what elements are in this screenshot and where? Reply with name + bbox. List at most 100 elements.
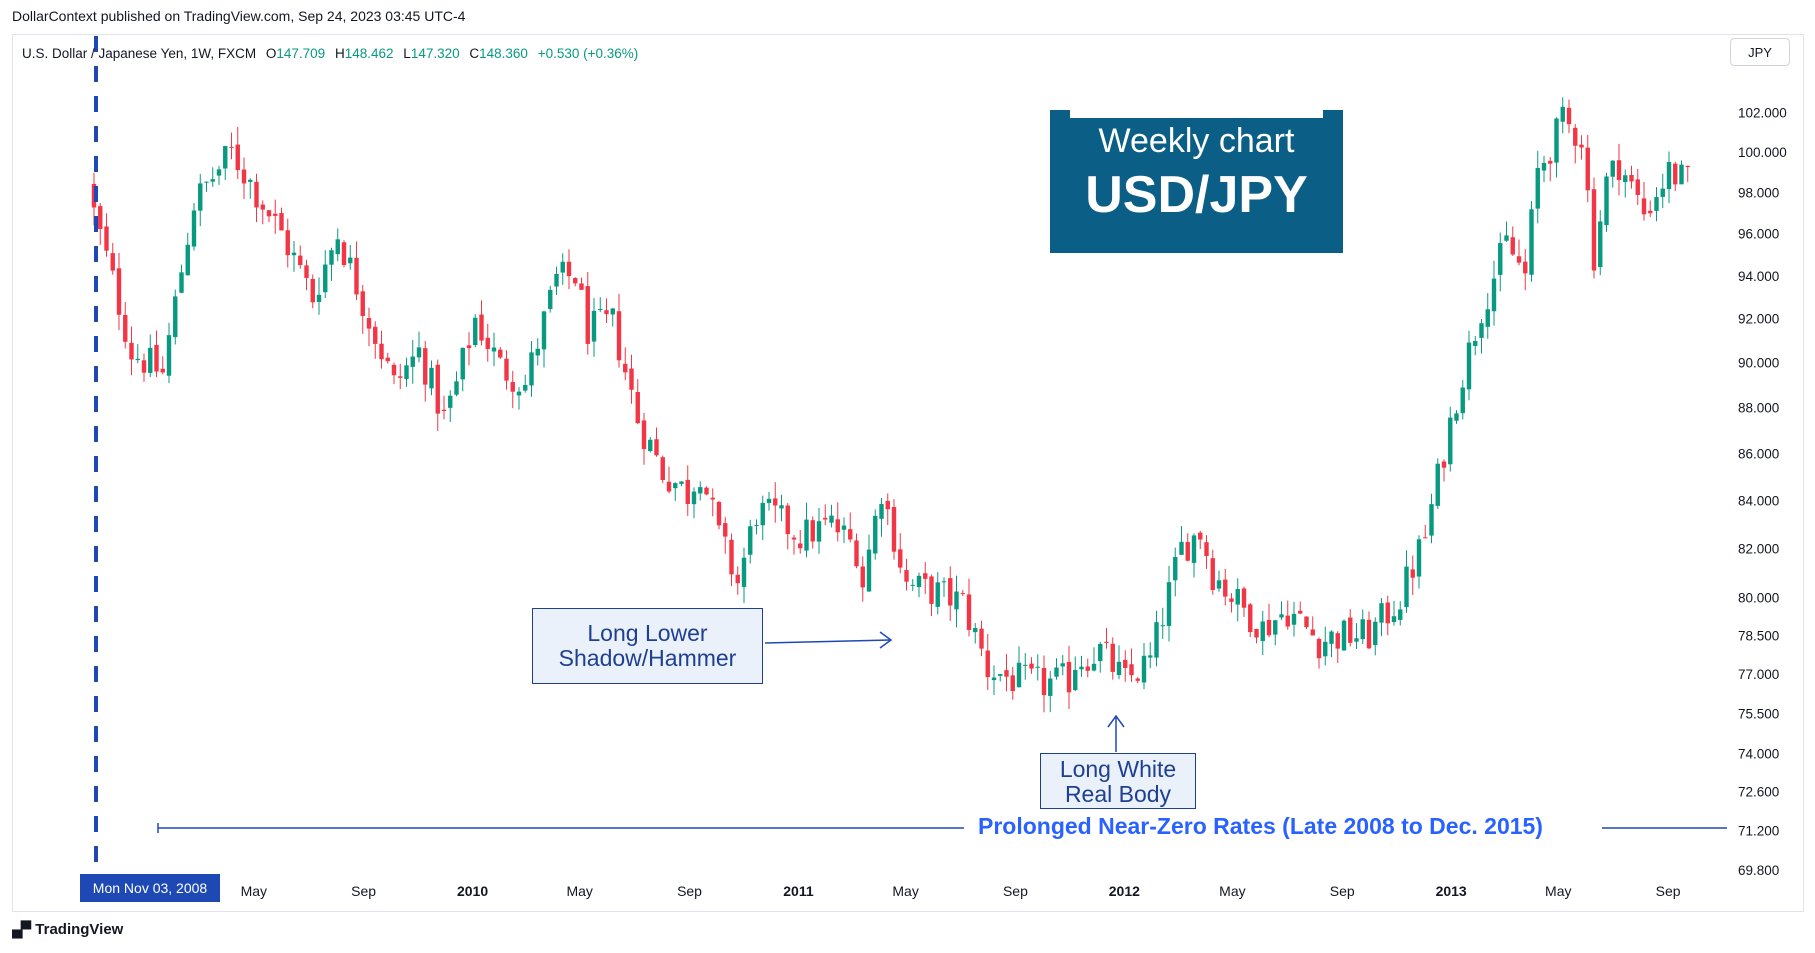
title-box: Weekly chart USD/JPY xyxy=(1050,110,1343,253)
candle-body xyxy=(473,317,478,346)
candle-body xyxy=(910,584,915,586)
candle-body xyxy=(141,360,147,373)
candle-body xyxy=(223,146,228,169)
candle-body xyxy=(591,310,597,342)
candle-body xyxy=(1191,535,1197,563)
candle-body xyxy=(1504,235,1509,241)
candle-body xyxy=(273,213,278,216)
candle-body xyxy=(1560,106,1565,122)
candle-body xyxy=(104,226,109,251)
candle-body xyxy=(1429,504,1434,536)
candle-body xyxy=(398,376,403,378)
candle-body xyxy=(760,502,765,526)
candle-body xyxy=(710,497,715,500)
candle-body xyxy=(791,537,797,540)
candle-body xyxy=(954,591,959,610)
candle-body xyxy=(1066,661,1072,693)
candle-body xyxy=(948,578,953,606)
candle-body xyxy=(998,674,1003,676)
candle-body xyxy=(785,505,790,535)
candle-body xyxy=(1573,127,1578,146)
candle-body xyxy=(1610,160,1615,177)
time-axis: May Sep 2010 May Sep 2011 May Sep 2012 May Sep 2013… xyxy=(241,883,1681,899)
candle-body xyxy=(1435,463,1440,506)
candle-body xyxy=(316,294,322,302)
candle-body xyxy=(829,515,834,523)
candle-body xyxy=(860,566,865,588)
x-tick-label: May xyxy=(1219,883,1245,899)
candle-body xyxy=(241,169,247,184)
currency-button[interactable]: JPY xyxy=(1730,38,1790,66)
tradingview-logo-icon: ▄▀ xyxy=(12,921,31,938)
candle-body xyxy=(1423,537,1428,539)
x-tick-label: Sep xyxy=(677,883,702,899)
price-axis: 102.000 100.000 98.000 96.000 94.000 92.000 90… xyxy=(1738,106,1787,878)
candle-body xyxy=(598,309,603,311)
candle-body xyxy=(1566,107,1572,125)
candle-body xyxy=(1648,210,1653,214)
candle-body xyxy=(616,311,622,361)
rates-period-label: Prolonged Near-Zero Rates (Late 2008 to … xyxy=(970,813,1551,840)
legend-close: 148.360 xyxy=(479,46,528,61)
legend-open: 147.709 xyxy=(276,46,326,61)
candle-body xyxy=(1054,667,1059,677)
candle-body xyxy=(529,352,534,386)
candle-body xyxy=(448,395,453,408)
candle-body xyxy=(1604,176,1609,226)
candle-body xyxy=(1141,655,1147,683)
candle-body xyxy=(491,347,497,352)
candle-body xyxy=(179,272,184,293)
y-tick-label: 75.500 xyxy=(1738,706,1779,721)
candle-body xyxy=(854,540,859,567)
y-tick-label: 90.000 xyxy=(1738,356,1779,371)
candle-body xyxy=(1510,237,1515,255)
candle-body xyxy=(929,576,934,604)
candle-body xyxy=(1398,609,1403,620)
candle-body xyxy=(1373,621,1378,646)
candle-body xyxy=(1229,598,1234,602)
y-tick-label: 72.600 xyxy=(1738,784,1779,799)
callout-hammer: Long Lower Shadow/Hammer xyxy=(532,608,763,684)
x-tick-label: Sep xyxy=(1656,883,1681,899)
candle-body xyxy=(716,501,722,526)
candle-body xyxy=(98,206,103,230)
x-tick-label: May xyxy=(892,883,918,899)
candle-body xyxy=(1198,532,1203,540)
candle-body xyxy=(429,367,434,389)
candle-body xyxy=(1029,663,1034,669)
candle-body xyxy=(248,179,253,182)
candle-body xyxy=(554,273,559,287)
candle-body xyxy=(1135,678,1140,681)
candle-body xyxy=(1441,461,1447,468)
candle-body xyxy=(160,368,165,373)
candle-body xyxy=(385,357,390,362)
candle-body xyxy=(766,498,772,503)
candle-body xyxy=(523,384,528,391)
candle-body xyxy=(348,257,353,264)
candle-body xyxy=(166,335,172,376)
candle-body xyxy=(1385,602,1390,624)
legend-symbol[interactable]: U.S. Dollar / Japanese Yen, 1W, FXCM xyxy=(22,46,257,61)
legend-high: 148.462 xyxy=(344,46,394,61)
candle-body xyxy=(1266,619,1272,636)
candle-body xyxy=(1123,659,1128,668)
candle-body xyxy=(1673,163,1678,185)
legend-o-label: O xyxy=(265,46,277,61)
legend-change: +0.530 (+0.36%) xyxy=(537,46,639,61)
candle-body xyxy=(198,183,203,211)
candle-body xyxy=(235,144,240,171)
y-tick-label: 102.000 xyxy=(1738,106,1787,121)
candle-body xyxy=(360,291,365,317)
candle-body xyxy=(1316,638,1322,659)
candle-body xyxy=(504,358,509,381)
candle-body xyxy=(648,439,653,451)
x-tick-label: May xyxy=(566,883,592,899)
candle-body xyxy=(1529,209,1534,275)
candle-body xyxy=(1104,641,1109,643)
tradingview-logo[interactable]: ▄▀ TradingView xyxy=(12,921,123,938)
candle-body xyxy=(1579,144,1584,148)
candle-body xyxy=(985,650,990,678)
candle-body xyxy=(835,519,840,533)
candle-body xyxy=(1623,175,1628,183)
candle-body xyxy=(1516,256,1522,263)
